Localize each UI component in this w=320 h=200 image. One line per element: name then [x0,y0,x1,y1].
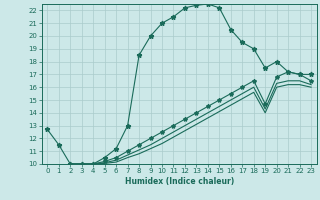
X-axis label: Humidex (Indice chaleur): Humidex (Indice chaleur) [124,177,234,186]
